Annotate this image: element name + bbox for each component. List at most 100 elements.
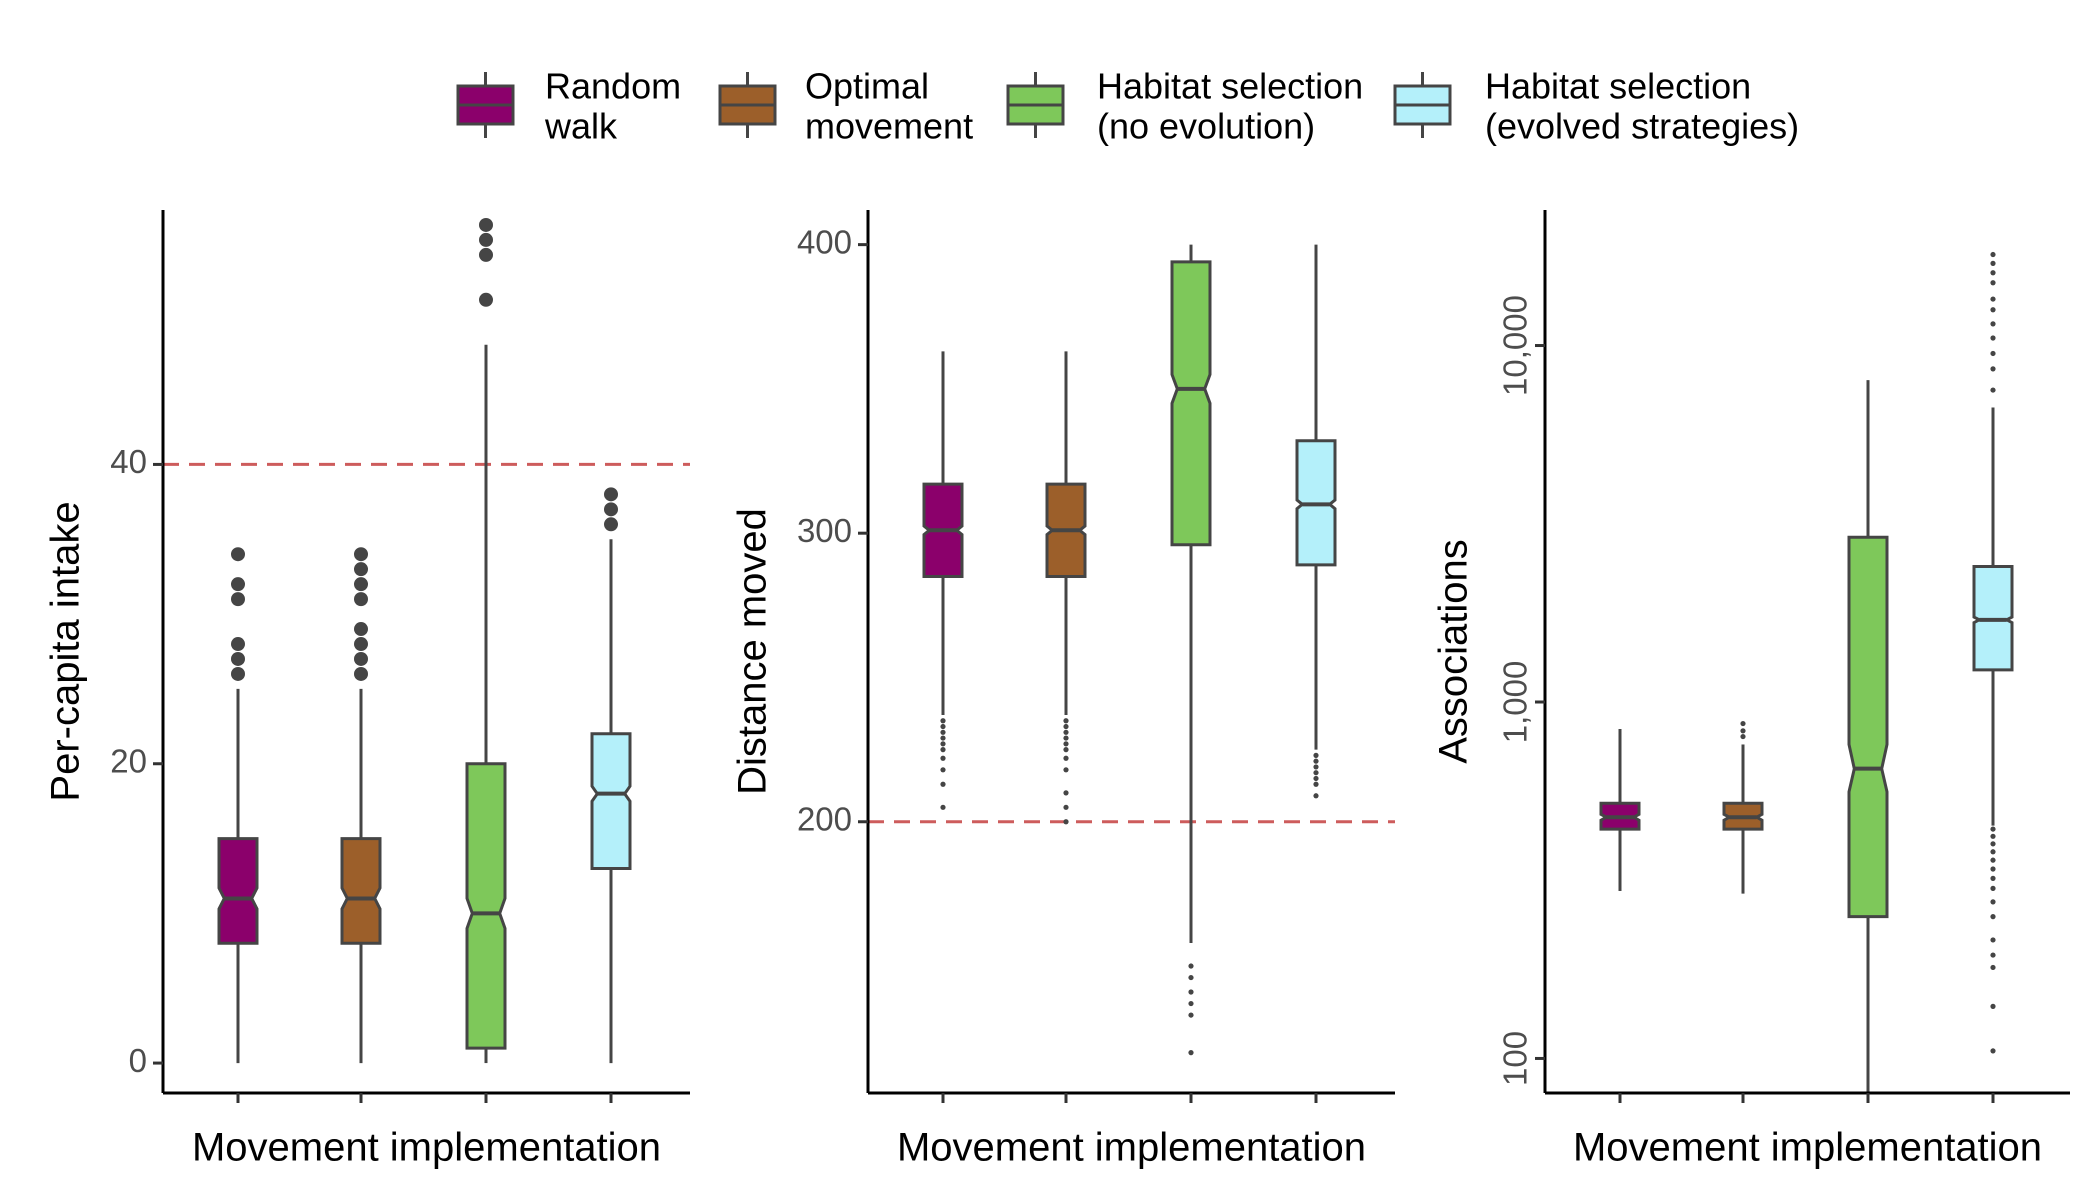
outlier-point [1990,307,1996,313]
outlier-point [1990,1003,1996,1009]
outlier-point [1990,826,1996,832]
outlier-point [1990,841,1996,847]
outlier-point [479,217,493,232]
boxplot-3 [1847,380,1889,1093]
outlier-point [1990,350,1996,357]
y-tick-label: 1,000 [1497,661,1534,744]
y-tick-label: 0 [129,1042,147,1079]
outlier-point [1990,952,1996,958]
outlier-point [1990,937,1996,943]
outlier-point [1740,720,1746,727]
outlier-point [1990,296,1996,302]
legend-label: Optimal [805,66,929,107]
outlier-point [1188,1012,1194,1018]
legend-label: Habitat selection [1485,66,1751,107]
outlier-point [1188,974,1194,981]
panel-per-capita-intake: 0 20 40 Per-capita intake Movement implement… [44,210,690,1170]
boxplot-3 [465,217,507,1064]
outlier-point [1990,280,1996,286]
outlier-point [354,651,368,666]
panel-distance-moved: 200 300 400 Distance moved Movement implemen… [731,210,1395,1170]
legend-label: Habitat selection [1097,66,1363,107]
outlier-point [940,723,946,730]
outlier-point [231,592,245,607]
outlier-point [231,637,245,652]
outlier-point [1313,758,1319,764]
outlier-point [354,562,368,577]
outlier-point [479,232,493,247]
boxplot-2 [340,547,382,1064]
outlier-point [1990,251,1996,258]
outlier-point [940,718,946,724]
outlier-point [231,651,245,666]
y-tick-label: 40 [110,443,147,480]
y-axis-title: Distance moved [731,508,775,795]
outlier-point [1990,875,1996,881]
outlier-point [1990,833,1996,839]
outlier-point [1063,819,1069,825]
outlier-point [479,292,493,307]
outlier-point [1990,366,1996,372]
outlier-point [1063,723,1069,730]
y-tick-label: 300 [797,512,852,549]
outlier-point [940,735,946,741]
outlier-point [1063,790,1069,796]
outlier-point [1740,733,1746,740]
outlier-point [1188,1000,1194,1007]
y-tick-label: 400 [797,223,852,260]
outlier-point [940,729,946,735]
outlier-point [940,767,946,773]
outlier-point [354,637,368,652]
outlier-point [231,577,245,592]
boxplot-4 [1972,251,2014,1054]
outlier-point [1188,963,1194,969]
outlier-point [1990,899,1996,905]
legend-label: movement [805,106,973,147]
outlier-point [1990,914,1996,920]
outlier-point [1063,741,1069,747]
legend-label: (no evolution) [1097,106,1315,147]
boxplot-3 [1170,244,1212,1056]
outlier-point [940,804,946,810]
outlier-point [1188,1050,1194,1056]
outlier-point [1990,387,1996,393]
outlier-point [1990,857,1996,863]
outlier-point [1313,764,1319,770]
outlier-point [1063,767,1069,773]
box [1170,260,1212,547]
outlier-point [1063,735,1069,741]
panel-associations: 100 1,000 10,000 Associations Movement imple… [1432,210,2070,1170]
boxplot-4 [590,487,632,1064]
y-tick-label: 10,000 [1497,295,1534,396]
outlier-point [604,502,618,517]
box [590,732,632,870]
box [465,762,507,1050]
outlier-point [1740,728,1746,734]
outlier-point [1990,964,1996,971]
outlier-point [1990,866,1996,872]
y-axis-title: Per-capita intake [44,501,88,801]
outlier-point [1063,747,1069,753]
outlier-point [940,741,946,747]
outlier-point [1990,335,1996,341]
outlier-point [1188,989,1194,995]
outlier-point [231,547,245,562]
legend-label: walk [544,106,618,147]
legend-item-3: Habitat selection(no evolution) [1006,66,1363,147]
outlier-point [1063,755,1069,761]
x-axis-title: Movement implementation [897,1126,1366,1170]
outlier-point [354,577,368,592]
legend-item-4: Habitat selection(evolved strategies) [1393,66,1799,147]
box [217,837,259,945]
boxplot-1 [1599,728,1641,891]
outlier-point [1313,775,1319,782]
box [1847,535,1889,919]
outlier-point [1063,718,1069,724]
boxplot-1 [217,547,259,1064]
outlier-point [940,755,946,761]
x-axis-title: Movement implementation [192,1126,661,1170]
outlier-point [1313,770,1319,776]
